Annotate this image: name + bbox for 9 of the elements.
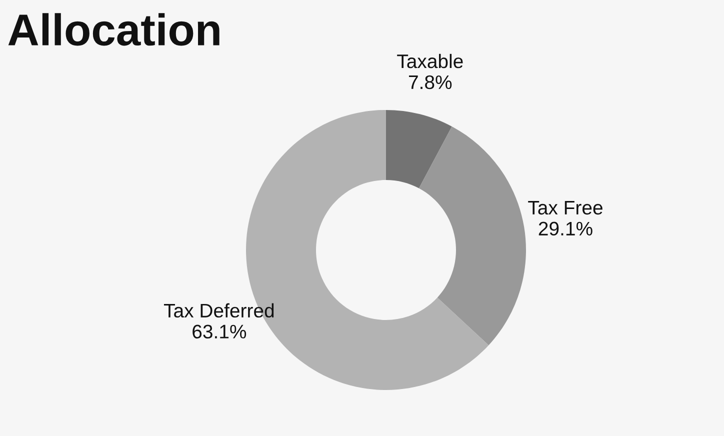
slice-label: Tax Free bbox=[528, 201, 602, 215]
donut-slice bbox=[418, 126, 526, 346]
donut-slice bbox=[386, 110, 452, 188]
slice-label: Taxable bbox=[397, 54, 463, 68]
data-label: 7.8% bbox=[408, 75, 452, 90]
slice-label: Tax Deferred bbox=[164, 303, 274, 318]
data-label: 29.1% bbox=[538, 222, 592, 236]
chart-title: Allocation bbox=[8, 13, 220, 46]
data-label: 63.1% bbox=[192, 324, 246, 338]
